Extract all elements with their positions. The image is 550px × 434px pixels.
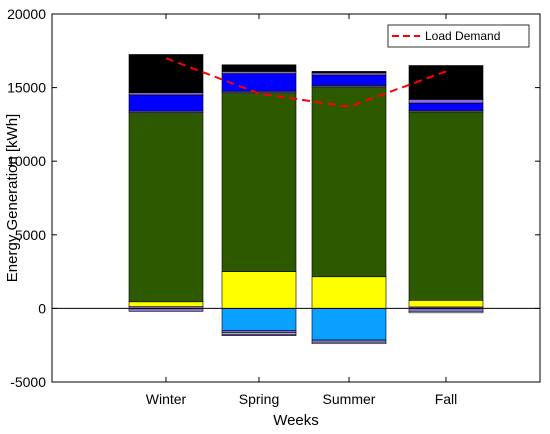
- y-tick-label: 0: [38, 300, 46, 316]
- plot-frame: [51, 13, 541, 383]
- y-tick-label: -5000: [10, 374, 46, 390]
- bar-fall-pos-5: [408, 99, 484, 104]
- bar-spring-pos-3: [221, 73, 297, 92]
- bar-winter-pos-5: [128, 92, 204, 96]
- bar-summer-neg-2: [311, 341, 387, 345]
- bars-group: [128, 54, 484, 345]
- bar-winter-pos-2: [128, 112, 204, 303]
- bar-summer-pos-4: [311, 72, 387, 76]
- bar-summer-pos-0: [311, 276, 387, 309]
- x-tick-label-spring: Spring: [239, 391, 279, 407]
- bar-spring-neg-1: [221, 330, 297, 333]
- bar-spring-neg-3: [221, 333, 297, 336]
- y-axis: -5000 0 5000 10000 15000 20000: [7, 6, 540, 390]
- y-tick-label: 5000: [15, 227, 46, 243]
- x-tick-label-winter: Winter: [146, 391, 187, 407]
- legend-box: [387, 24, 530, 48]
- bar-summer-pos-3: [311, 74, 387, 86]
- bar-winter-pos-6: [128, 54, 204, 94]
- x-tick-label-summer: Summer: [323, 391, 376, 407]
- bar-summer-neg-0: [311, 308, 387, 341]
- x-tick-label-fall: Fall: [435, 391, 458, 407]
- bar-summer-pos-1: [311, 86, 387, 278]
- x-axis: Winter Spring Summer Fall: [146, 14, 458, 407]
- bar-spring-pos-5: [221, 64, 297, 72]
- bar-fall-pos-2: [408, 111, 484, 301]
- bar-winter-pos-4: [128, 94, 204, 112]
- x-axis-label: Weeks: [273, 412, 319, 429]
- bar-fall-pos-6: [408, 65, 484, 100]
- bar-spring-pos-1: [221, 92, 297, 272]
- y-axis-label: Energy Generation [kWh]: [4, 114, 21, 282]
- bar-spring-neg-0: [221, 308, 297, 331]
- bar-fall-pos-1: [408, 300, 484, 308]
- y-tick-label: 15000: [7, 80, 46, 96]
- line-series-load-demand: [165, 57, 447, 108]
- lines-group: [165, 57, 447, 108]
- bar-fall-neg-1: [408, 311, 484, 314]
- legend: Load Demand: [387, 24, 530, 48]
- bar-summer-pos-5: [311, 71, 387, 74]
- y-tick-label: 20000: [7, 6, 46, 22]
- y-tick-label: 10000: [7, 153, 46, 169]
- bar-fall-pos-4: [408, 102, 484, 111]
- bar-winter-pos-1: [128, 301, 204, 307]
- bar-spring-pos-0: [221, 271, 297, 309]
- bar-summer-neg-1: [311, 339, 387, 343]
- bar-spring-pos-4: [221, 71, 297, 74]
- legend-label-load-demand: Load Demand: [425, 29, 500, 43]
